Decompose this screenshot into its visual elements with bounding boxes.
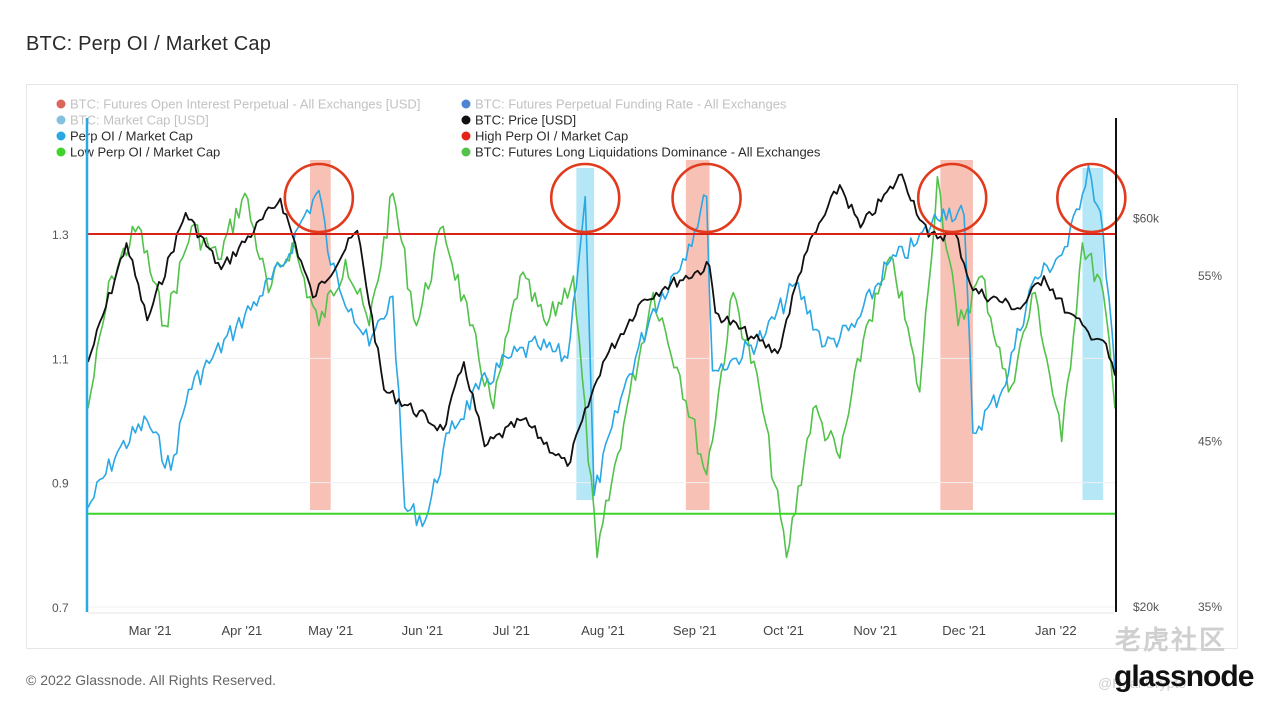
legend-label: Perp OI / Market Cap — [70, 129, 193, 144]
x-tick-label: Sep '21 — [673, 623, 717, 638]
legend-label: High Perp OI / Market Cap — [475, 129, 628, 144]
legend-label: BTC: Price [USD] — [475, 113, 576, 128]
x-tick-label: Jun '21 — [402, 623, 444, 638]
y-tick-label-left: 0.9 — [52, 477, 69, 491]
x-tick-label: Dec '21 — [942, 623, 986, 638]
highlight-band — [576, 168, 595, 500]
y-tick-label-dominance: 55% — [1198, 269, 1222, 283]
copyright-text: © 2022 Glassnode. All Rights Reserved. — [26, 672, 277, 688]
x-tick-label: Aug '21 — [581, 623, 625, 638]
chart-axes: 1.3 1.1 0.9 0.7 $60k $20k 55% 45% 35% Mar '21 Apr … — [52, 118, 1222, 638]
highlight-band — [685, 160, 710, 510]
legend-item[interactable]: BTC: Price [USD] — [461, 113, 577, 128]
legend-swatch — [56, 147, 66, 157]
legend-swatch — [56, 131, 66, 141]
legend-label: BTC: Futures Open Interest Perpetual - A… — [70, 97, 420, 112]
legend-swatch — [56, 99, 66, 109]
x-tick-label: Mar '21 — [129, 623, 172, 638]
y-tick-label-left: 1.1 — [52, 352, 69, 366]
highlight-band — [1082, 168, 1104, 500]
legend-item[interactable]: Perp OI / Market Cap — [56, 129, 193, 144]
legend-item[interactable]: High Perp OI / Market Cap — [461, 129, 629, 144]
legend-item[interactable]: BTC: Futures Long Liquidations Dominance… — [461, 145, 821, 160]
legend-swatch — [461, 147, 471, 157]
x-tick-label: Nov '21 — [853, 623, 897, 638]
highlight-bands — [309, 160, 1104, 510]
y-tick-label-left: 0.7 — [52, 601, 69, 615]
legend-swatch — [461, 99, 471, 109]
legend-label: BTC: Futures Perpetual Funding Rate - Al… — [475, 97, 787, 112]
highlight-band — [940, 160, 973, 510]
annotation-circles — [283, 162, 1127, 234]
page-title: BTC: Perp OI / Market Cap — [26, 33, 272, 55]
legend-swatch — [56, 115, 66, 125]
legend-swatch — [461, 115, 471, 125]
x-tick-label: Oct '21 — [763, 623, 804, 638]
y-tick-label-dominance: 45% — [1198, 435, 1222, 449]
legend-swatch — [461, 131, 471, 141]
legend-item[interactable]: BTC: Futures Open Interest Perpetual - A… — [56, 97, 421, 112]
y-tick-label-price: $20k — [1133, 600, 1160, 614]
highlight-band — [309, 160, 331, 510]
annotation-circle — [1056, 162, 1127, 234]
watermark-handle: @Real Crypto — [1098, 675, 1187, 691]
brand-logo: glassnode — [1114, 660, 1254, 693]
watermark-text: 老虎社区 — [1115, 625, 1228, 655]
annotation-circle — [671, 162, 742, 234]
y-tick-label-dominance: 35% — [1198, 600, 1222, 614]
perp-oi-mcap-line — [87, 164, 1116, 528]
chart-frame — [26, 84, 1238, 649]
y-tick-label-price: $60k — [1133, 212, 1160, 226]
chart-legend[interactable]: BTC: Futures Open Interest Perpetual - A… — [56, 97, 821, 160]
annotation-circle — [283, 162, 355, 234]
x-tick-label: Jul '21 — [493, 623, 530, 638]
x-tick-label: May '21 — [308, 623, 353, 638]
btc-price-line — [87, 173, 1116, 467]
annotation-circle — [916, 162, 988, 234]
x-tick-label: Apr '21 — [222, 623, 263, 638]
threshold-lines — [88, 233, 1115, 515]
legend-label: Low Perp OI / Market Cap — [70, 145, 220, 160]
legend-item[interactable]: BTC: Futures Perpetual Funding Rate - Al… — [461, 97, 787, 112]
x-tick-label: Jan '22 — [1035, 623, 1077, 638]
legend-label: BTC: Market Cap [USD] — [70, 113, 209, 128]
legend-label: BTC: Futures Long Liquidations Dominance… — [475, 145, 821, 160]
y-tick-label-left: 1.3 — [52, 228, 69, 242]
annotation-circle — [549, 162, 621, 234]
legend-item[interactable]: Low Perp OI / Market Cap — [56, 145, 221, 160]
legend-item[interactable]: BTC: Market Cap [USD] — [56, 113, 209, 128]
